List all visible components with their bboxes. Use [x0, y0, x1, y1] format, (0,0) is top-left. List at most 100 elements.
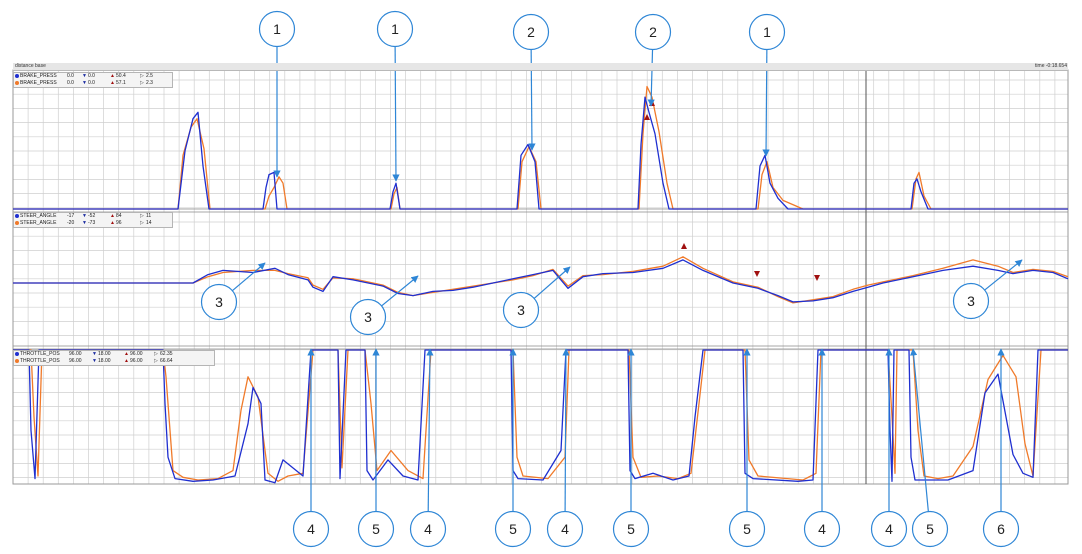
series-color-dot: [15, 74, 19, 78]
callout-bottom-4-circle: [546, 510, 584, 548]
header-left: distance base: [15, 63, 46, 69]
callout-bottom-3-label: 5: [509, 521, 517, 537]
max-marker-icon: ▲: [110, 73, 115, 79]
callout-middle-2-circle: [502, 291, 540, 329]
delta-marker-icon: ▷: [140, 80, 144, 86]
header-bar: [13, 63, 1068, 71]
legend-max: 50.4: [116, 73, 126, 79]
legend-min: 0.0: [88, 73, 95, 79]
legend-value: -20: [67, 220, 75, 226]
legend-max: 96.00: [130, 351, 143, 357]
legend-channel: STEER_ANGLE: [20, 213, 57, 219]
callout-middle-2-label: 3: [517, 302, 525, 318]
callout-middle-0-label: 3: [215, 294, 223, 310]
chart-lines: [13, 85, 1069, 484]
legend-max: 57.1: [116, 80, 126, 86]
legend-channel: STEER_ANGLE: [20, 220, 57, 226]
marker-steer-min: [814, 275, 820, 281]
series-color-dot: [15, 221, 19, 225]
legend-row-brake-1: ▼ ▲ ▷ BRAKE_PRESS 0.0 0.0 57.1 2.3: [14, 80, 172, 87]
callout-top-0-circle: [258, 10, 296, 48]
callout-top-2-circle: [512, 13, 550, 51]
callout-bottom-6-label: 5: [743, 521, 751, 537]
header-right: time -0:18.654: [1035, 63, 1067, 69]
callout-bottom-0-label: 4: [307, 521, 315, 537]
callout-top-4-circle: [748, 13, 786, 51]
delta-marker-icon: ▷: [154, 358, 158, 364]
legend-row-steer-1: ▼ ▲ ▷ STEER_ANGLE -20 -73 96 14: [14, 220, 172, 227]
legend-delta: 62.35: [160, 351, 173, 357]
min-marker-icon: ▼: [92, 358, 97, 364]
series-color-dot: [15, 214, 19, 218]
legend-min: 18.00: [98, 358, 111, 364]
callout-bottom-10-label: 6: [997, 521, 1005, 537]
legend-row-throttle-1: ▼ ▲ ▷ THROTTLE_POS 96.00 18.00 96.00 66.64: [14, 358, 214, 365]
max-marker-icon: ▲: [110, 80, 115, 86]
legend-delta: 2.3: [146, 80, 153, 86]
legend-channel: THROTTLE_POS: [20, 358, 60, 364]
callout-arrows: [231, 46, 1023, 512]
max-marker-icon: ▲: [110, 220, 115, 226]
callout-top-1-label: 1: [391, 21, 399, 37]
min-marker-icon: ▼: [82, 73, 87, 79]
legend-channel: BRAKE_PRESS: [20, 73, 57, 79]
legend-row-steer-0: ▼ ▲ ▷ STEER_ANGLE -17 -52 84 11: [14, 213, 172, 220]
legend-max: 84: [116, 213, 122, 219]
legend-min: 0.0: [88, 80, 95, 86]
legend-min: -52: [88, 213, 96, 219]
callout-bottom-3-circle: [494, 510, 532, 548]
series-line-throttle-pos-orange: [13, 349, 1068, 482]
callout-middle-1-label: 3: [364, 309, 372, 325]
series-line-steer-angle-orange: [13, 256, 1069, 304]
callouts: 1 1 2 2 1 3 3 3 3 4 5 4 5 4 5 5 4 4 5 6: [200, 10, 1020, 548]
callout-bottom-1-label: 5: [372, 521, 380, 537]
legend-max: 96.00: [130, 358, 143, 364]
legend-row-brake-0: ▼ ▲ ▷ BRAKE_PRESS 0.0 0.0 50.4 2.5: [14, 73, 172, 80]
callout-bottom-4-arrow: [562, 348, 570, 512]
series-line-brake-press-blue: [13, 96, 1068, 210]
legend-value: 0.0: [67, 80, 74, 86]
series-color-dot: [15, 359, 19, 363]
callout-middle-3-circle: [952, 282, 990, 320]
min-marker-icon: ▼: [82, 80, 87, 86]
marker-steer-min-blue: [754, 271, 760, 277]
legend-throttle: ▼ ▲ ▷ THROTTLE_POS 96.00 18.00 96.00 62.35 ▼ ▲ ▷ TH…: [13, 350, 215, 366]
callout-top-0-label: 1: [273, 21, 281, 37]
delta-marker-icon: ▷: [140, 213, 144, 219]
callout-middle-1-arrow: [381, 275, 419, 307]
delta-marker-icon: ▷: [154, 351, 158, 357]
callout-top-3-label: 2: [649, 24, 657, 40]
legend-delta: 14: [146, 220, 152, 226]
legend-min: -73: [88, 220, 96, 226]
min-marker-icon: ▼: [82, 220, 87, 226]
min-marker-icon: ▼: [92, 351, 97, 357]
callout-bottom-2-label: 4: [424, 521, 432, 537]
legend-row-throttle-0: ▼ ▲ ▷ THROTTLE_POS 96.00 18.00 96.00 62.35: [14, 351, 214, 358]
callout-bottom-0-circle: [292, 510, 330, 548]
legend-steer: ▼ ▲ ▷ STEER_ANGLE -17 -52 84 11 ▼ ▲ ▷ STEER_ANGLE -2…: [13, 212, 173, 228]
max-marker-icon: ▲: [110, 213, 115, 219]
callout-bottom-2-arrow: [426, 348, 434, 512]
marker-brake-max-orange: [649, 100, 655, 106]
series-line-brake-press-orange: [13, 85, 1068, 210]
callout-bottom-9-arrow: [910, 348, 929, 512]
series-color-dot: [15, 352, 19, 356]
chart-markers: [644, 100, 820, 281]
callout-bottom-7-circle: [803, 510, 841, 548]
callout-top-4-label: 1: [763, 24, 771, 40]
legend-delta: 11: [146, 213, 152, 219]
series-color-dot: [15, 81, 19, 85]
max-marker-icon: ▲: [124, 351, 129, 357]
legend-value: 96.00: [69, 351, 82, 357]
series-line-steer-angle-blue: [13, 259, 1069, 303]
legend-delta: 66.64: [160, 358, 173, 364]
callout-bottom-9-circle: [911, 510, 949, 548]
callout-bottom-6-circle: [728, 510, 766, 548]
legend-value: 0.0: [67, 73, 74, 79]
callout-bottom-10-circle: [982, 510, 1020, 548]
legend-delta: 2.5: [146, 73, 153, 79]
min-marker-icon: ▼: [82, 213, 87, 219]
callout-bottom-9-label: 5: [926, 521, 934, 537]
callout-bottom-1-circle: [357, 510, 395, 548]
